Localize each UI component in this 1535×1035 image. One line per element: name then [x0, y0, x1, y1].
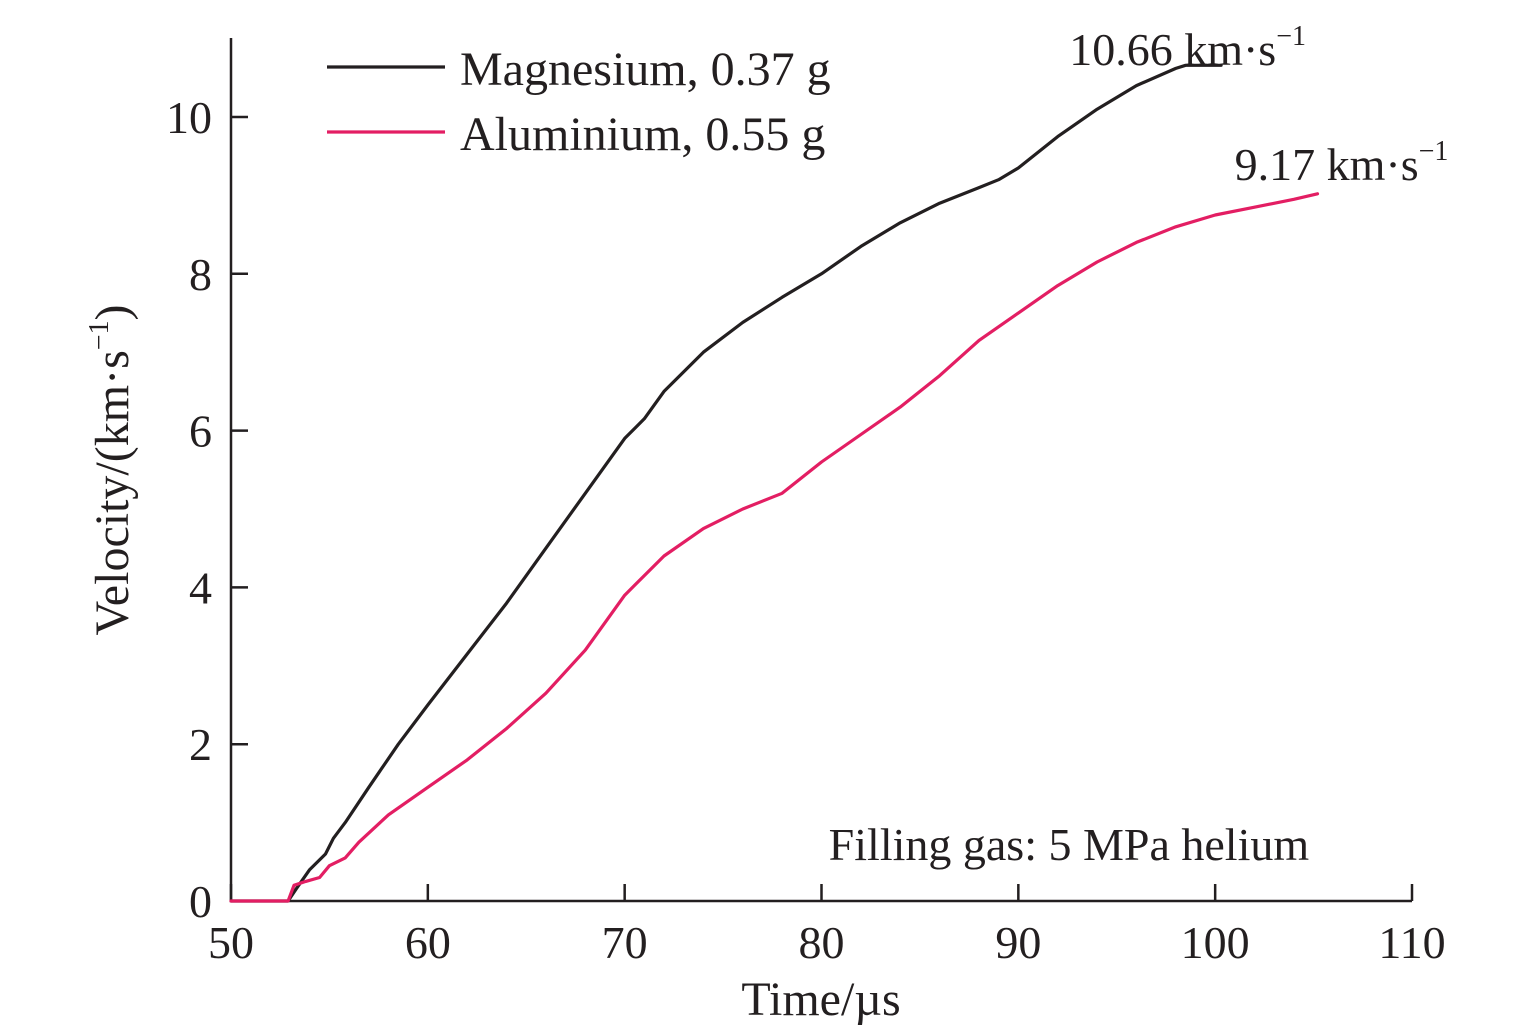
annotation-aluminium-text: 9.17 km·s	[1235, 139, 1419, 190]
y-axis-title: Velocity/(km·s−1)	[84, 304, 139, 635]
y-ticks-group: 0 2 4 6 8 10	[166, 92, 248, 927]
x-tick-label: 100	[1181, 917, 1250, 968]
x-axis-title: Time/µs	[741, 973, 900, 1026]
annotation-magnesium-final-velocity: 10.66 km·s−1	[1069, 21, 1306, 75]
series-line-magnesium	[229, 63, 1223, 903]
legend-label-magnesium: Magnesium, 0.37 g	[460, 43, 831, 96]
annotation-magnesium-superscript: −1	[1276, 21, 1306, 52]
x-tick-label: 70	[602, 917, 648, 968]
x-tick-label: 110	[1378, 917, 1445, 968]
y-tick-label: 2	[189, 719, 212, 770]
legend-label-aluminium: Aluminium, 0.55 g	[460, 108, 825, 161]
legend: Magnesium, 0.37 g Aluminium, 0.55 g	[327, 43, 831, 161]
annotation-aluminium-final-velocity: 9.17 km·s−1	[1235, 136, 1449, 190]
series-line-aluminium	[229, 192, 1320, 903]
filling-gas-note: Filling gas: 5 MPa helium	[829, 819, 1310, 870]
annotation-aluminium-superscript: −1	[1419, 136, 1449, 167]
y-tick-label: 6	[189, 406, 212, 457]
y-tick-label: 4	[189, 562, 212, 613]
x-tick-label: 50	[208, 917, 254, 968]
series-group	[229, 63, 1320, 903]
y-tick-label: 8	[189, 249, 212, 300]
x-tick-label: 60	[405, 917, 451, 968]
x-tick-label: 90	[995, 917, 1041, 968]
y-tick-label: 0	[189, 876, 212, 927]
annotation-magnesium-text: 10.66 km·s	[1069, 24, 1276, 75]
x-tick-label: 80	[799, 917, 845, 968]
x-ticks-group: 50 60 70 80 90 100 110	[208, 884, 1446, 968]
y-axis-title-suffix: )	[86, 304, 139, 320]
y-axis-title-superscript: −1	[84, 320, 115, 350]
y-axis-title-main: Velocity/(km·s	[86, 350, 139, 635]
y-tick-label: 10	[166, 92, 212, 143]
